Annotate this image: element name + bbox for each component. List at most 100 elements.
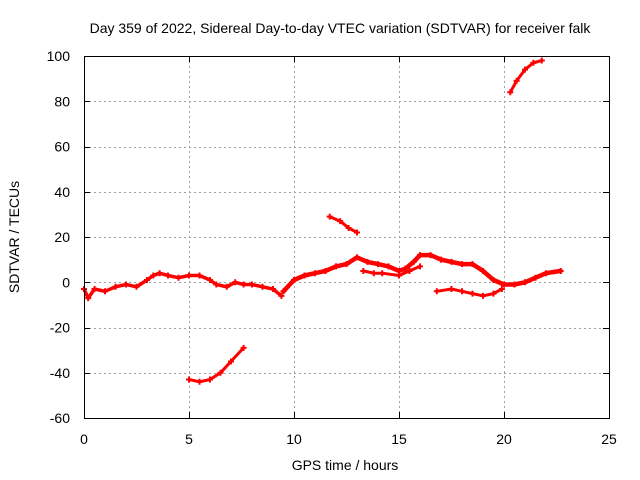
data-point [375, 261, 381, 268]
data-point [223, 283, 230, 290]
data-point [186, 272, 192, 279]
data-series-layer [81, 57, 564, 385]
y-axis-label: SDTVAR / TECUs [6, 181, 22, 293]
data-point [469, 290, 476, 297]
data-point [498, 286, 505, 293]
grid [84, 56, 609, 418]
data-point [175, 274, 182, 281]
data-point [196, 378, 203, 385]
data-point [507, 89, 514, 96]
y-tick-label: -20 [50, 320, 70, 336]
data-point [312, 270, 318, 277]
data-point [469, 261, 476, 268]
data-point [156, 270, 163, 277]
data-point [532, 274, 539, 281]
data-point [448, 286, 455, 293]
data-point [480, 292, 486, 299]
series-mid-lower-arc [435, 287, 504, 298]
data-point [406, 267, 413, 274]
data-point [490, 290, 497, 297]
data-point [133, 283, 140, 290]
data-point [459, 288, 465, 295]
data-point [480, 267, 486, 274]
y-tick-label: -40 [50, 365, 70, 381]
data-point [402, 265, 409, 272]
y-tick-label: 0 [62, 274, 70, 290]
data-point [360, 267, 367, 274]
data-point [85, 295, 92, 302]
data-point [522, 279, 528, 286]
data-point [186, 376, 192, 383]
data-point [240, 344, 247, 351]
y-axis-ticks: -60 -40 -20 0 20 40 60 80 100 [47, 48, 609, 426]
x-tick-label: 10 [286, 431, 302, 447]
data-point [459, 261, 465, 268]
data-point [207, 376, 213, 383]
data-point [240, 281, 247, 288]
data-point [396, 272, 402, 279]
data-point [291, 276, 297, 283]
data-point [513, 77, 520, 84]
x-tick-label: 0 [80, 431, 88, 447]
data-point [538, 57, 545, 64]
data-point [337, 218, 344, 225]
data-point [144, 276, 150, 283]
data-point [333, 263, 339, 270]
data-point [270, 286, 276, 293]
data-point [410, 258, 417, 265]
x-tick-label: 5 [185, 431, 193, 447]
data-point [207, 276, 213, 283]
data-point [511, 281, 518, 288]
data-point [232, 279, 239, 286]
data-point [102, 288, 108, 295]
data-point [417, 263, 423, 270]
y-tick-label: 100 [47, 48, 71, 64]
data-point [370, 270, 377, 277]
y-tick-label: 60 [54, 139, 70, 155]
data-point [228, 358, 234, 365]
data-point [343, 261, 350, 268]
data-point [278, 292, 285, 299]
data-point [417, 252, 423, 259]
data-point [123, 281, 129, 288]
data-point [354, 229, 360, 236]
series-main-band-b [281, 252, 563, 294]
series-short-arc [328, 215, 359, 234]
data-point [165, 272, 171, 279]
data-point [433, 288, 440, 295]
chart-title: Day 359 of 2022, Sidereal Day-to-day VTE… [90, 20, 592, 36]
data-point [326, 213, 333, 220]
data-point [213, 281, 220, 288]
data-point [259, 283, 266, 290]
data-point [112, 283, 119, 290]
data-point [301, 272, 308, 279]
y-tick-label: 40 [54, 184, 70, 200]
data-point [385, 263, 392, 270]
series-upper-arc [508, 59, 544, 94]
data-point [354, 254, 360, 261]
x-tick-label: 20 [496, 431, 512, 447]
data-point [280, 288, 287, 295]
data-point [530, 59, 537, 66]
data-point [490, 276, 497, 283]
data-point [448, 258, 455, 265]
data-point [364, 258, 371, 265]
series-lower-arc [187, 346, 246, 384]
data-point [501, 281, 507, 288]
data-point [557, 267, 564, 274]
data-point [196, 272, 203, 279]
data-point [345, 224, 352, 231]
data-point [379, 270, 386, 277]
y-tick-label: 20 [54, 229, 70, 245]
data-point [427, 252, 434, 259]
data-point [438, 256, 444, 263]
x-axis-ticks: 0 5 10 15 20 25 [80, 56, 617, 447]
data-point [91, 286, 98, 293]
data-point [217, 369, 224, 376]
x-tick-label: 15 [391, 431, 407, 447]
data-point [522, 66, 528, 73]
data-point [322, 267, 329, 274]
x-axis-label: GPS time / hours [292, 457, 399, 473]
x-tick-label: 25 [601, 431, 617, 447]
data-point [543, 270, 549, 277]
